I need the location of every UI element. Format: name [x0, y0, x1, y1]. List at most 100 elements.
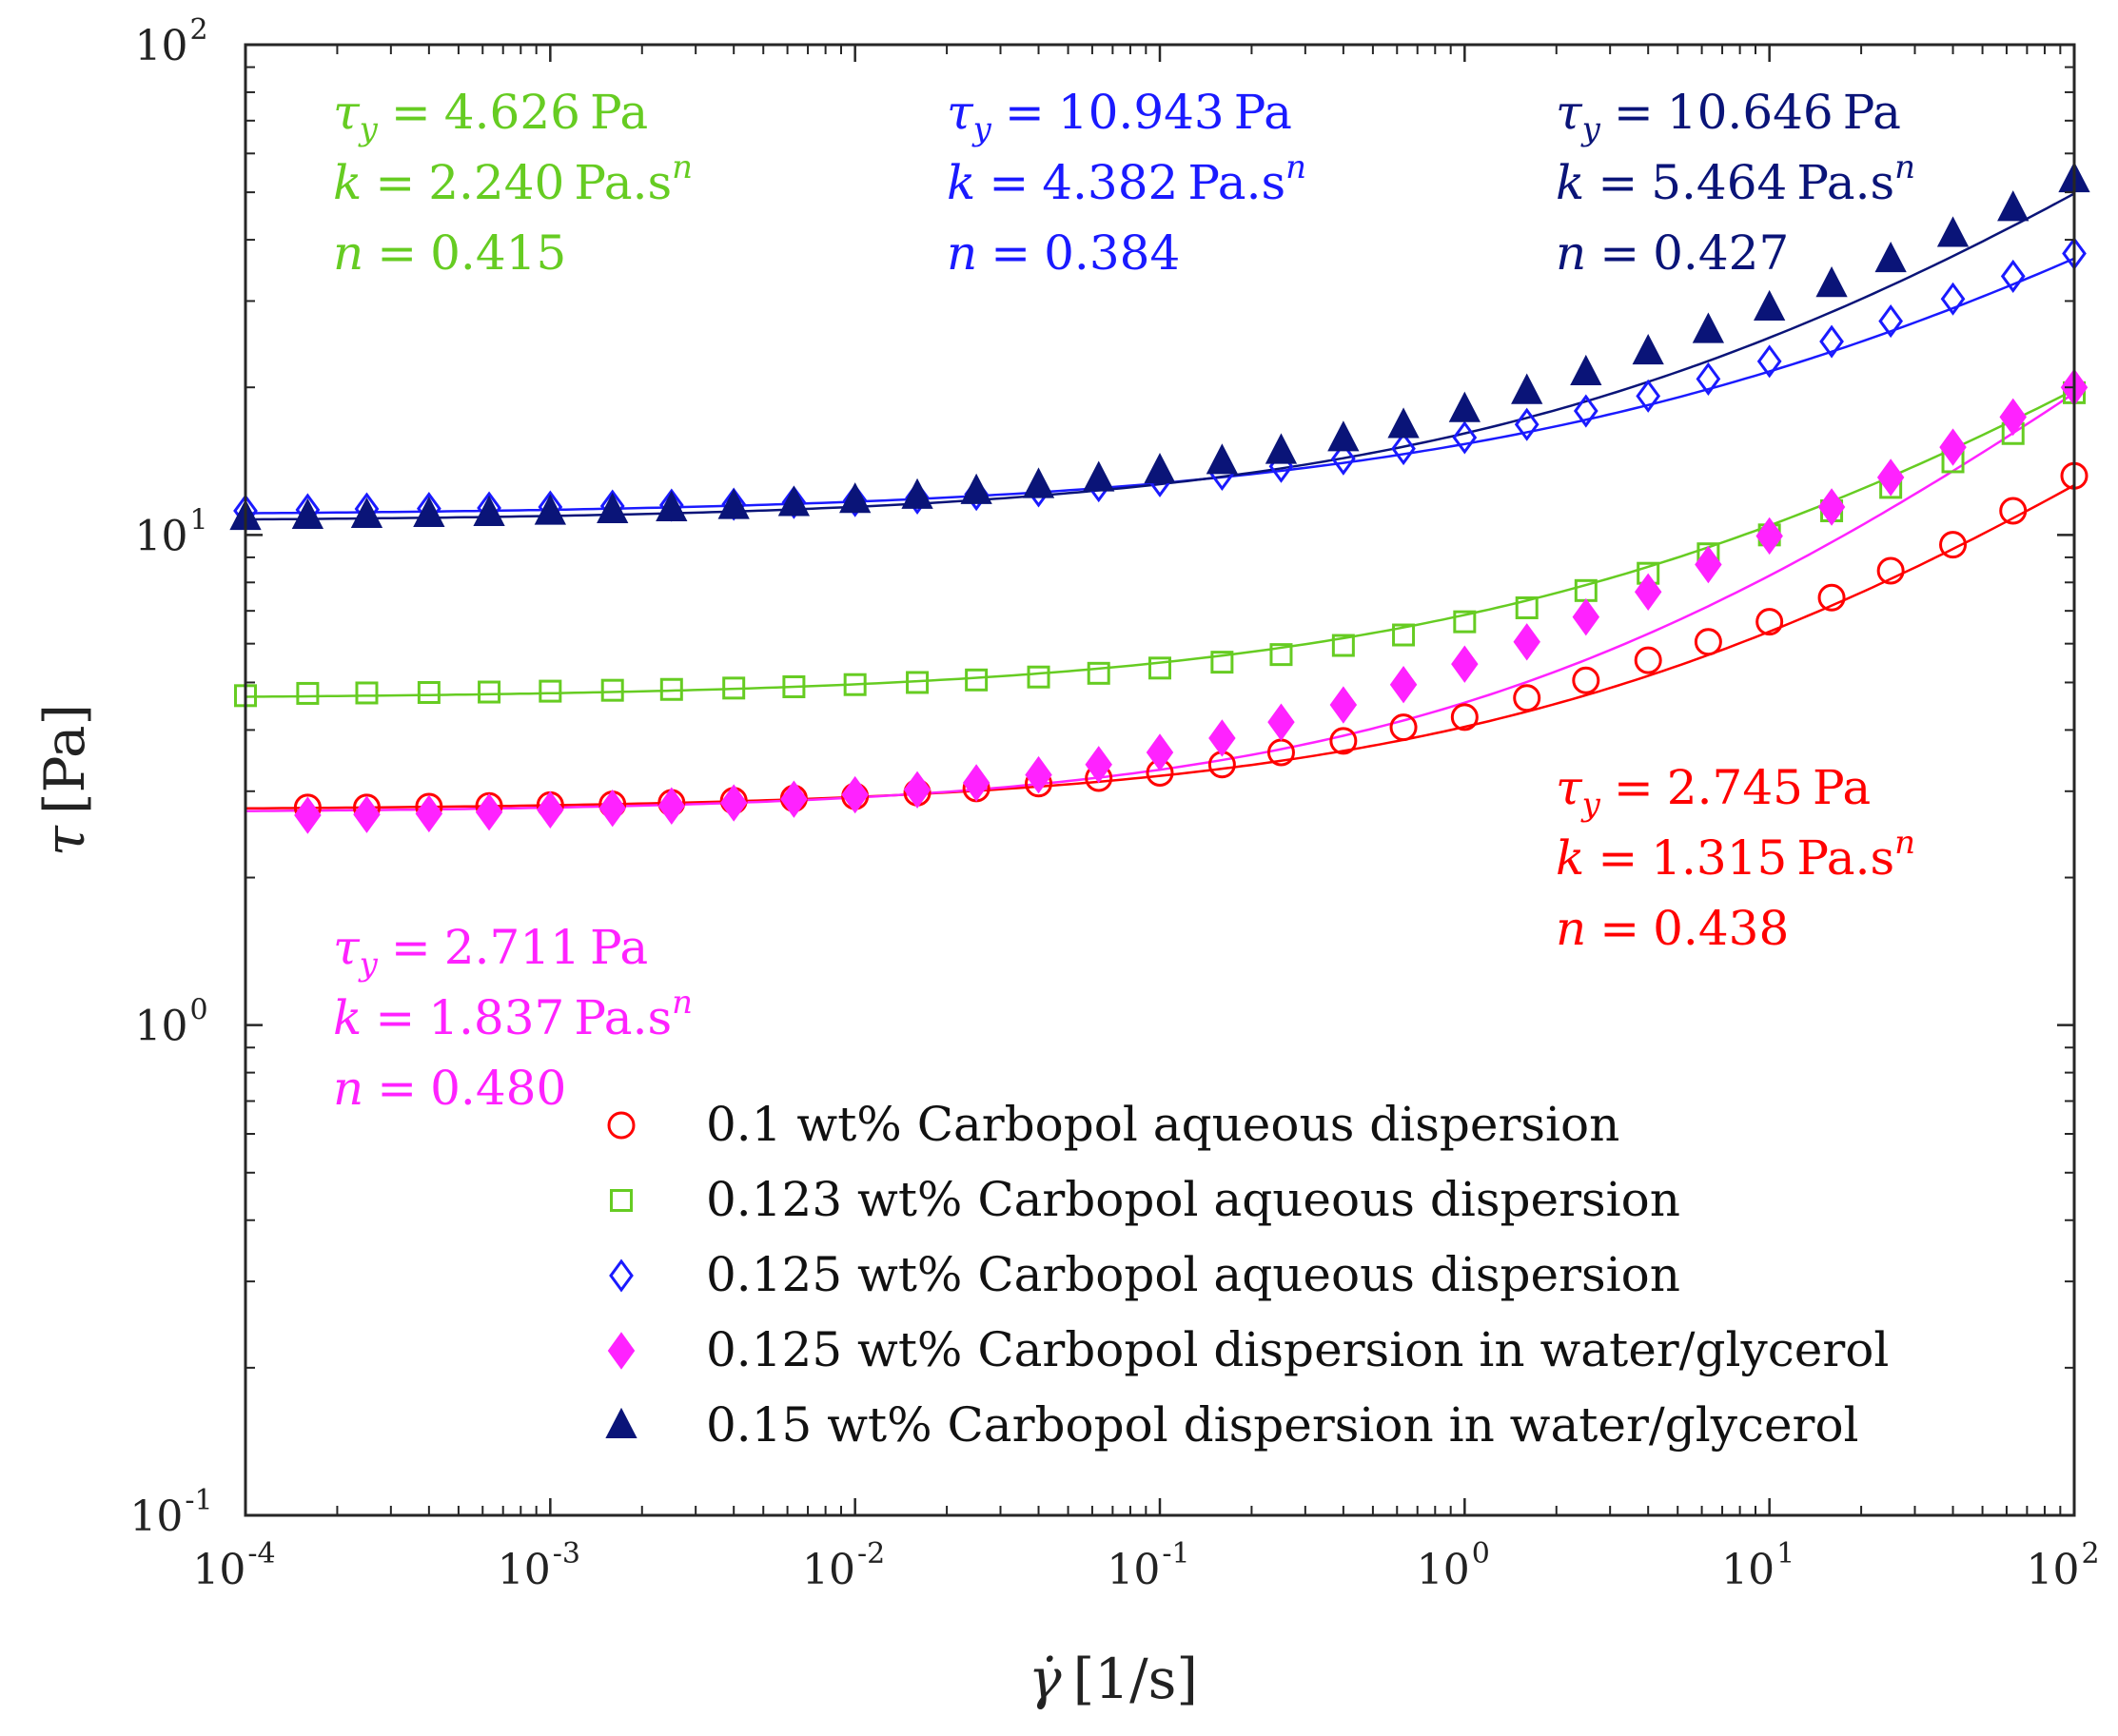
annotation-equals: =: [377, 1061, 417, 1116]
annotation-n: n = 0.384: [947, 225, 1180, 281]
data-point-0-123-wt-carbopol-aqueous-dispersion: [478, 680, 501, 704]
plot-frame: [244, 43, 2076, 1517]
data-point-0-1-wt-carbopol-aqueous-dispersion: [1329, 727, 1358, 755]
x-tick-exponent: 1: [1776, 1537, 1794, 1570]
y-tick-base: 10: [134, 22, 187, 70]
data-point-0-125-wt-carbopol-dispersion-in-water-glycerol: [1876, 458, 1905, 497]
data-point-0-123-wt-carbopol-aqueous-dispersion: [659, 677, 683, 701]
annotation-tau-y: τy = 10.646 Pa: [1556, 85, 1901, 148]
annotation-n-symbol: n: [1556, 901, 1586, 956]
annotation-k: k = 1.315 Pa.sn: [1556, 824, 1915, 886]
annotation-tau-value: 2.745: [1667, 760, 1803, 815]
data-point-0-125-wt-carbopol-dispersion-in-water-glycerol: [1389, 666, 1418, 704]
axis-ticks: [244, 43, 2076, 1517]
annotation-n-symbol: n: [1556, 225, 1586, 281]
data-point-0-15-wt-carbopol-dispersion-in-water-glycerol: [1632, 333, 1664, 365]
annotation-k-value: 2.240: [428, 155, 564, 210]
x-tick-exponent: -1: [1162, 1537, 1189, 1570]
x-tick-base: 10: [192, 1546, 245, 1594]
data-point-0-15-wt-carbopol-dispersion-in-water-glycerol: [1874, 242, 1907, 273]
annotation-n-value: 0.415: [430, 225, 566, 281]
legend-entry-0-125-wt-carbopol-dispersion-in-water-glycerol: 0.125 wt% Carbopol dispersion in water/g…: [607, 1322, 1889, 1377]
data-point-0-123-wt-carbopol-aqueous-dispersion: [1087, 661, 1110, 685]
y-tick-label: 100: [134, 994, 207, 1051]
annotation-k-symbol: k: [947, 155, 975, 210]
annotation-equals: =: [1005, 85, 1045, 140]
data-point-0-123-wt-carbopol-aqueous-dispersion: [417, 681, 441, 705]
annotation-tau-value: 4.626: [444, 85, 580, 140]
data-point-0-125-wt-carbopol-dispersion-in-water-glycerol: [719, 784, 748, 822]
data-point-0-1-wt-carbopol-aqueous-dispersion: [1755, 608, 1784, 636]
data-point-0-125-wt-carbopol-aqueous-dispersion: [1514, 407, 1539, 441]
data-point-0-1-wt-carbopol-aqueous-dispersion: [1939, 531, 1968, 559]
x-tick-base: 10: [802, 1546, 855, 1594]
data-point-0-125-wt-carbopol-aqueous-dispersion: [1819, 324, 1844, 359]
annotation-equals: =: [1614, 85, 1654, 140]
x-tick-base: 10: [2026, 1546, 2079, 1594]
data-point-0-123-wt-carbopol-aqueous-dispersion: [1148, 656, 1171, 680]
annotation-equals: =: [989, 155, 1029, 210]
data-point-0-123-wt-carbopol-aqueous-dispersion: [1392, 623, 1416, 647]
annotation-equals: =: [1599, 901, 1639, 956]
data-point-0-15-wt-carbopol-dispersion-in-water-glycerol: [901, 478, 933, 509]
data-point-0-123-wt-carbopol-aqueous-dispersion: [782, 674, 806, 698]
x-axis-title: γ̇ [1/s]: [1029, 1647, 1198, 1711]
fit-annotation-3: τy = 10.943 Pak = 4.382 Pa.snn = 0.384: [947, 85, 1306, 281]
annotation-tau-unit: Pa: [1234, 85, 1292, 140]
annotation-tau-y: τy = 2.745 Pa: [1556, 760, 1871, 824]
annotation-tau-subscript: y: [971, 110, 992, 148]
data-point-0-125-wt-carbopol-dispersion-in-water-glycerol: [415, 794, 443, 833]
annotation-tau-value: 2.711: [444, 920, 580, 975]
data-point-0-1-wt-carbopol-aqueous-dispersion: [1513, 684, 1541, 712]
x-tick-label: 10-2: [802, 1537, 885, 1594]
data-point-0-125-wt-carbopol-dispersion-in-water-glycerol: [903, 770, 932, 809]
annotation-k-symbol: k: [1556, 155, 1584, 210]
annotation-k-value: 5.464: [1651, 155, 1787, 210]
data-point-0-1-wt-carbopol-aqueous-dispersion: [1817, 583, 1846, 612]
data-point-0-15-wt-carbopol-dispersion-in-water-glycerol: [1570, 354, 1602, 386]
series-markers-0-125-wt-carbopol-dispersion-in-water-glycerol: [294, 368, 2089, 834]
series-markers-0-1-wt-carbopol-aqueous-dispersion: [293, 461, 2089, 822]
data-point-0-125-wt-carbopol-dispersion-in-water-glycerol: [1025, 755, 1052, 794]
annotation-tau-subscript: y: [1580, 110, 1601, 148]
data-point-0-15-wt-carbopol-dispersion-in-water-glycerol: [656, 490, 688, 521]
annotation-k-value: 1.837: [428, 990, 564, 1045]
series-markers-0-15-wt-carbopol-dispersion-in-water-glycerol: [229, 161, 2090, 531]
y-tick-label: 10-1: [129, 1484, 212, 1541]
x-tick-label: 10-4: [192, 1537, 275, 1594]
data-point-0-15-wt-carbopol-dispersion-in-water-glycerol: [777, 485, 811, 517]
annotation-n: n = 0.427: [1556, 225, 1789, 281]
data-point-0-15-wt-carbopol-dispersion-in-water-glycerol: [717, 488, 750, 519]
data-point-0-125-wt-carbopol-dispersion-in-water-glycerol: [657, 787, 686, 825]
x-tick-exponent: -3: [553, 1537, 580, 1570]
data-point-0-123-wt-carbopol-aqueous-dispersion: [906, 671, 930, 694]
data-markers: [229, 161, 2090, 834]
data-point-0-125-wt-carbopol-aqueous-dispersion: [1636, 379, 1661, 413]
annotation-n-value: 0.480: [430, 1061, 566, 1116]
y-tick-label: 102: [134, 13, 207, 70]
legend-entry-0-1-wt-carbopol-aqueous-dispersion: 0.1 wt% Carbopol aqueous dispersion: [607, 1097, 1619, 1152]
x-tick-label: 100: [1417, 1537, 1490, 1594]
y-axis-unit: [Pa]: [32, 704, 97, 814]
annotation-equals: =: [375, 990, 415, 1045]
data-point-0-1-wt-carbopol-aqueous-dispersion: [1572, 666, 1600, 694]
annotation-tau-y: τy = 4.626 Pa: [333, 85, 648, 148]
x-tick-base: 10: [1417, 1546, 1470, 1594]
data-point-0-15-wt-carbopol-dispersion-in-water-glycerol: [1083, 460, 1115, 492]
annotation-k-unit-exponent: n: [672, 148, 693, 186]
annotation-tau-y: τy = 10.943 Pa: [947, 85, 1292, 148]
annotation-tau-subscript: y: [1580, 786, 1601, 824]
legend-label: 0.15 wt% Carbopol dispersion in water/gl…: [706, 1397, 1859, 1453]
annotation-equals: =: [1598, 830, 1638, 886]
annotation-tau-subscript: y: [358, 110, 379, 148]
annotation-k-value: 4.382: [1042, 155, 1178, 210]
annotation-equals: =: [391, 920, 431, 975]
legend: 0.1 wt% Carbopol aqueous dispersion 0.123…: [605, 1097, 1889, 1453]
annotation-k-unit: Pa.s: [574, 990, 672, 1045]
y-axis-symbol: τ: [32, 825, 97, 856]
annotation-tau-symbol: τ: [1556, 760, 1583, 815]
data-point-0-15-wt-carbopol-dispersion-in-water-glycerol: [1448, 391, 1481, 422]
data-point-0-123-wt-carbopol-aqueous-dispersion: [1331, 634, 1355, 657]
data-point-0-1-wt-carbopol-aqueous-dispersion: [1999, 497, 2028, 525]
